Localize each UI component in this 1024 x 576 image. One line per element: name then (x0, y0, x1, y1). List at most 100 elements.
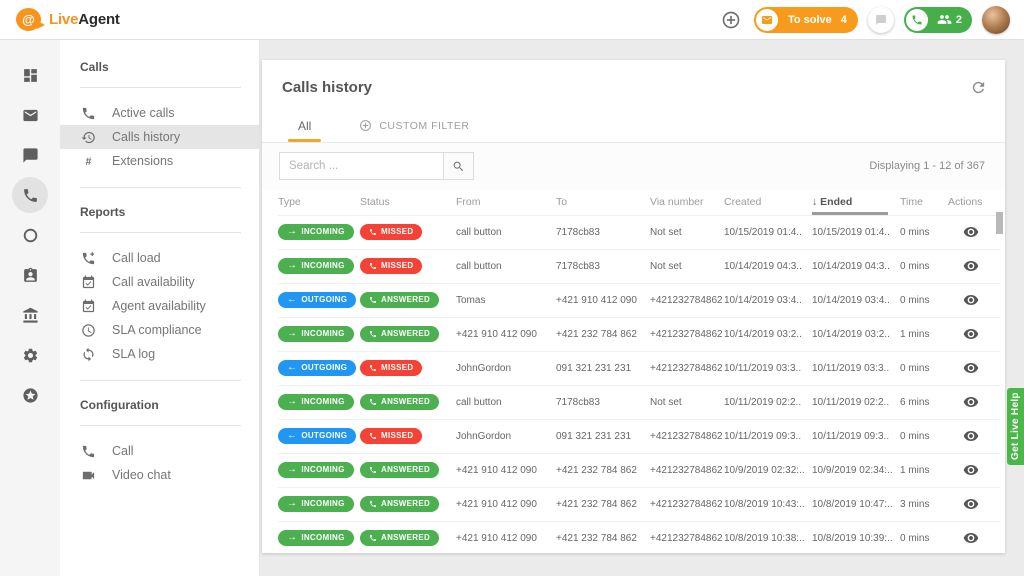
view-details-button[interactable] (963, 530, 979, 546)
table-row[interactable]: → INCOMING ANSWERED +421 910 412 090 +421 23… (278, 520, 1000, 553)
rail-item-mail[interactable] (12, 97, 48, 133)
sidebar-item-call[interactable]: Call (60, 439, 259, 463)
sidebar-item-label: Extensions (112, 154, 174, 168)
arrow-icon: → (287, 498, 298, 509)
view-details-button[interactable] (963, 258, 979, 274)
created-cell: 10/14/2019 03:4.. (724, 282, 812, 317)
via-cell: +421232784862 (650, 452, 724, 487)
table-row[interactable]: ← OUTGOING MISSED JohnGordon 091 321 231 231… (278, 418, 1000, 453)
view-details-button[interactable] (963, 496, 979, 512)
tab-all[interactable]: All (274, 109, 335, 142)
badge-label: INCOMING (301, 227, 345, 236)
rail-item-gear[interactable] (12, 337, 48, 373)
time-cell: 0 mins (900, 350, 948, 385)
sidebar-item-active-calls[interactable]: Active calls (60, 101, 259, 125)
to-cell: 091 321 231 231 (556, 350, 650, 385)
rail-item-bank[interactable] (12, 297, 48, 333)
rail-item-phone[interactable] (12, 177, 48, 213)
to-cell: 7178cb83 (556, 248, 650, 283)
call-widget-button[interactable]: 2 (903, 6, 972, 33)
column-header-ended[interactable]: ↓ Ended (812, 189, 900, 215)
arrow-icon: ← (287, 362, 298, 373)
column-header-time[interactable]: Time (900, 195, 923, 208)
view-details-button[interactable] (963, 462, 979, 478)
rail-item-star-circle[interactable] (12, 377, 48, 413)
type-cell: → INCOMING (278, 520, 360, 553)
created-cell: 10/8/2019 10:43:.. (724, 486, 812, 521)
arrow-icon: → (287, 226, 298, 237)
actions-cell (948, 316, 1000, 351)
tab-all-label: All (298, 118, 312, 133)
type-cell: → INCOMING (278, 384, 360, 419)
view-details-button[interactable] (963, 224, 979, 240)
table-row[interactable]: → INCOMING MISSED call button 7178cb83 Not se… (278, 248, 1000, 283)
table-row[interactable]: → INCOMING MISSED call button 7178cb83 Not se… (278, 214, 1000, 249)
divider (80, 380, 241, 381)
column-header-via-number[interactable]: Via number (650, 195, 704, 208)
refresh-button[interactable] (970, 79, 987, 96)
add-button[interactable] (717, 6, 744, 33)
table-row[interactable]: ← OUTGOING MISSED JohnGordon 091 321 231 231… (278, 350, 1000, 385)
view-details-button[interactable] (963, 428, 979, 444)
tab-custom-filter[interactable]: CUSTOM FILTER (335, 109, 493, 142)
sidebar-item-agent-availability[interactable]: Agent availability (60, 294, 259, 318)
via-cell: Not set (650, 248, 724, 283)
missed-badge: MISSED (360, 360, 423, 376)
badge-label: MISSED (381, 227, 414, 236)
sidebar-item-extensions[interactable]: # Extensions (60, 149, 259, 173)
online-agents-count: 2 (955, 13, 962, 26)
view-details-button[interactable] (963, 326, 979, 342)
get-live-help-button[interactable]: Get Live Help (1007, 388, 1024, 465)
sidebar-item-label: Agent availability (112, 299, 206, 313)
search-input[interactable] (279, 152, 443, 180)
view-details-button[interactable] (963, 292, 979, 308)
rail-item-contacts[interactable] (12, 257, 48, 293)
to-solve-button[interactable]: To solve 4 (753, 6, 858, 33)
rail-item-chat[interactable] (12, 137, 48, 173)
to-cell: 7178cb83 (556, 384, 650, 419)
sidebar-item-calls-history[interactable]: Calls history (60, 125, 259, 149)
chat-icon (875, 14, 887, 26)
table-row[interactable]: ← OUTGOING ANSWERED Tomas +421 910 412 090 +4… (278, 282, 1000, 317)
chat-button[interactable] (867, 6, 894, 33)
column-header-to[interactable]: To (556, 195, 568, 208)
table-row[interactable]: → INCOMING ANSWERED call button 7178cb83 Not … (278, 384, 1000, 419)
rail-item-dashboard[interactable] (12, 57, 48, 93)
from-cell: Tomas (456, 282, 556, 317)
table-row[interactable]: → INCOMING ANSWERED +421 910 412 090 +421 23… (278, 316, 1000, 351)
calls-table: Type Status From To Via number Created ↓ Ended… (278, 189, 1000, 553)
column-header-status[interactable]: Status (360, 195, 390, 208)
ended-cell: 10/11/2019 03:3.. (812, 350, 900, 385)
sidebar-item-video-chat[interactable]: Video chat (60, 463, 259, 487)
sidebar-item-call-load[interactable]: Call load (60, 246, 259, 270)
displaying-status: Displaying 1 - 12 of 367 (869, 160, 985, 172)
column-header-created[interactable]: Created (724, 195, 762, 208)
rail-item-ring[interactable] (12, 217, 48, 253)
view-details-button[interactable] (963, 394, 979, 410)
time-cell: 0 mins (900, 248, 948, 283)
type-cell: ← OUTGOING (278, 350, 360, 385)
from-cell: +421 910 412 090 (456, 520, 556, 553)
plus-circle-icon (721, 10, 741, 30)
scrollbar-thumb[interactable] (996, 212, 1003, 234)
type-cell: → INCOMING (278, 452, 360, 487)
view-details-button[interactable] (963, 360, 979, 376)
incoming-badge: → INCOMING (278, 394, 354, 410)
column-header-type[interactable]: Type (278, 195, 301, 208)
sidebar-item-call-availability[interactable]: Call availability (60, 270, 259, 294)
type-cell: → INCOMING (278, 248, 360, 283)
to-cell: +421 232 784 862 (556, 316, 650, 351)
table-row[interactable]: → INCOMING ANSWERED +421 910 412 090 +421 23… (278, 452, 1000, 487)
search-button[interactable] (443, 152, 474, 180)
to-cell: +421 910 412 090 (556, 282, 650, 317)
table-row[interactable]: → INCOMING ANSWERED +421 910 412 090 +421 23… (278, 486, 1000, 521)
tab-bar: All CUSTOM FILTER (262, 109, 1005, 143)
arrow-icon: ← (287, 294, 298, 305)
user-avatar[interactable] (982, 5, 1010, 34)
dashboard-icon (22, 67, 39, 84)
column-header-actions[interactable]: Actions (948, 195, 983, 208)
sidebar-item-sla-compliance[interactable]: SLA compliance (60, 318, 259, 342)
column-header-from[interactable]: From (456, 195, 481, 208)
type-cell: → INCOMING (278, 214, 360, 249)
sidebar-item-sla-log[interactable]: SLA log (60, 342, 259, 366)
